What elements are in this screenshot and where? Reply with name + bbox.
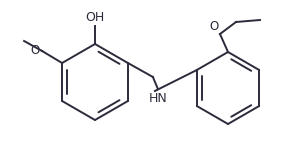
Text: O: O	[210, 20, 219, 33]
Text: OH: OH	[85, 11, 105, 24]
Text: O: O	[31, 45, 40, 57]
Text: HN: HN	[148, 92, 167, 105]
